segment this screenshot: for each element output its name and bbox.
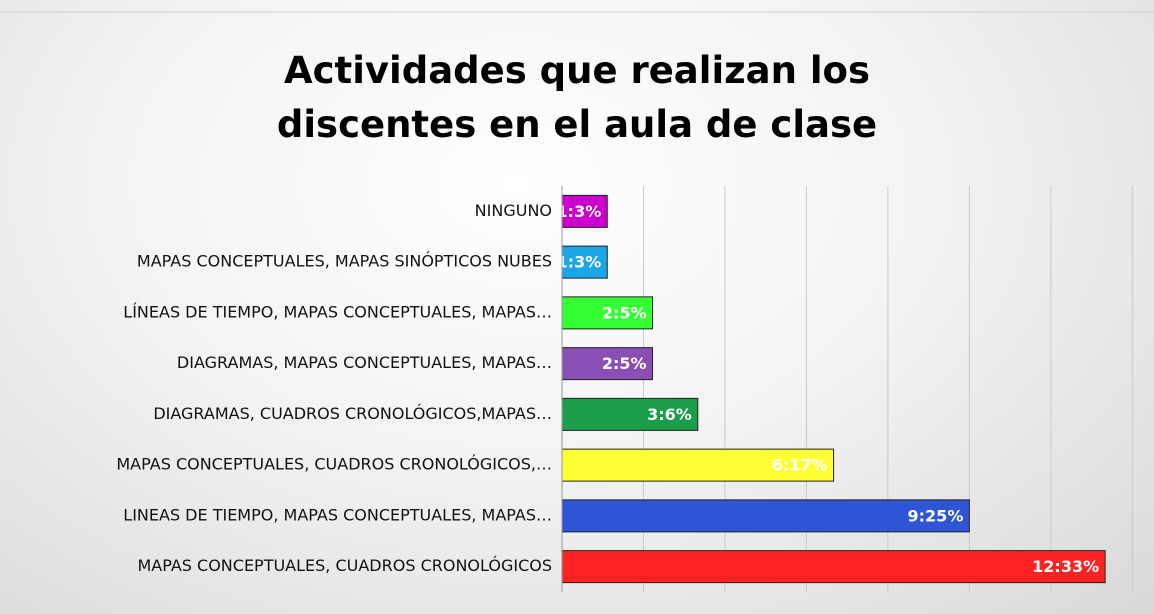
value-label: 3:6% — [647, 405, 692, 424]
chart-title: Actividades que realizan los discentes e… — [276, 49, 878, 146]
y-tick-label: MAPAS CONCEPTUALES, CUADROS CRONOLÓGICOS… — [116, 455, 552, 474]
value-label: 2:5% — [602, 303, 647, 322]
bar — [561, 550, 1106, 584]
bar — [561, 397, 699, 431]
y-tick-label: MAPAS CONCEPTUALES, MAPAS SINÓPTICOS NUB… — [137, 252, 552, 271]
y-tick-label: LÍNEAS DE TIEMPO, MAPAS CONCEPTUALES, MA… — [123, 302, 552, 321]
y-tick-label: MAPAS CONCEPTUALES, CUADROS CRONOLÓGICOS — [137, 556, 552, 575]
y-tick-label: LINEAS DE TIEMPO, MAPAS CONCEPTUALES, MA… — [123, 505, 552, 524]
value-label: 1:3% — [557, 202, 602, 221]
bar — [561, 448, 835, 482]
y-tick-label: NINGUNO — [475, 201, 552, 220]
value-label: 9:25% — [908, 506, 964, 525]
bar — [561, 347, 654, 381]
y-tick-label: DIAGRAMAS, CUADROS CRONOLÓGICOS,MAPAS… — [153, 404, 552, 423]
bar — [561, 296, 654, 330]
value-label: 6:17% — [772, 456, 828, 475]
bar — [561, 499, 970, 533]
value-label: 1:3% — [557, 253, 602, 272]
y-tick-label: DIAGRAMAS, MAPAS CONCEPTUALES, MAPAS… — [177, 353, 552, 372]
value-label: 2:5% — [602, 354, 647, 373]
value-label: 12:33% — [1032, 557, 1099, 576]
